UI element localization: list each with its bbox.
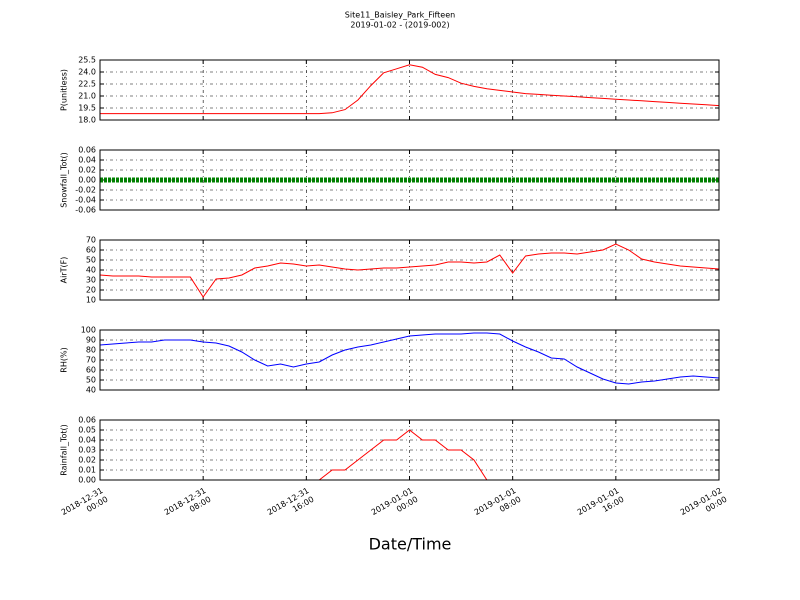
plot-frame xyxy=(99,149,720,211)
y-tick-label: 70 xyxy=(86,356,96,365)
y-tick-label: 0.04 xyxy=(78,436,96,445)
plot-frame xyxy=(99,329,720,391)
y-axis-label: Snowfall_Tot() xyxy=(60,152,69,208)
y-axis-label: AirT(F) xyxy=(60,257,69,284)
y-tick-label: 0.02 xyxy=(78,166,96,175)
y-tick-label: 0.02 xyxy=(78,456,96,465)
y-tick-label: 100 xyxy=(81,326,96,335)
y-tick-label: 50 xyxy=(86,256,96,265)
y-tick-label: 0.04 xyxy=(78,156,96,165)
y-tick-label: 18.0 xyxy=(78,116,96,125)
y-tick-label: 0.06 xyxy=(78,416,96,425)
y-axis-label: RH(%) xyxy=(60,347,69,372)
chart-subtitle: 2019-01-02 - (2019-002) xyxy=(350,21,449,30)
y-tick-label: 60 xyxy=(86,246,96,255)
y-tick-label: 21.0 xyxy=(78,92,96,101)
y-tick-label: -0.06 xyxy=(75,206,96,215)
data-line xyxy=(99,243,720,298)
y-tick-label: 24.0 xyxy=(78,68,96,77)
y-tick-label: 25.5 xyxy=(78,56,96,65)
y-tick-label: 30 xyxy=(86,276,96,285)
y-axis-label: P(unitless) xyxy=(60,69,69,111)
y-tick-label: 10 xyxy=(86,296,96,305)
y-tick-label: 22.5 xyxy=(78,80,96,89)
y-tick-label: 0.00 xyxy=(78,176,96,185)
y-tick-label: 20 xyxy=(86,286,96,295)
y-tick-label: 70 xyxy=(86,236,96,245)
y-tick-label: 0.01 xyxy=(78,466,96,475)
y-tick-label: 0.05 xyxy=(78,426,96,435)
plot-frame xyxy=(99,59,720,121)
data-line xyxy=(100,64,720,115)
y-tick-label: 19.5 xyxy=(78,104,96,113)
y-tick-label: -0.04 xyxy=(75,196,96,205)
y-tick-label: 0.00 xyxy=(78,476,96,485)
y-tick-label: 90 xyxy=(86,336,96,345)
y-tick-label: 0.03 xyxy=(78,446,96,455)
y-tick-label: -0.02 xyxy=(75,186,96,195)
y-tick-label: 0.06 xyxy=(78,146,96,155)
y-tick-label: 50 xyxy=(86,376,96,385)
x-axis-label: Date/Time xyxy=(369,535,452,554)
y-tick-label: 40 xyxy=(86,386,96,395)
y-tick-label: 60 xyxy=(86,366,96,375)
y-tick-label: 80 xyxy=(86,346,96,355)
data-line xyxy=(99,332,720,385)
plot-frame xyxy=(99,419,720,481)
plot-frame xyxy=(99,239,720,301)
y-axis-label: Rainfall_Tot() xyxy=(60,424,69,476)
chart-title: Site11_Baisley_Park_Fifteen xyxy=(345,11,455,20)
y-tick-label: 40 xyxy=(86,266,96,275)
